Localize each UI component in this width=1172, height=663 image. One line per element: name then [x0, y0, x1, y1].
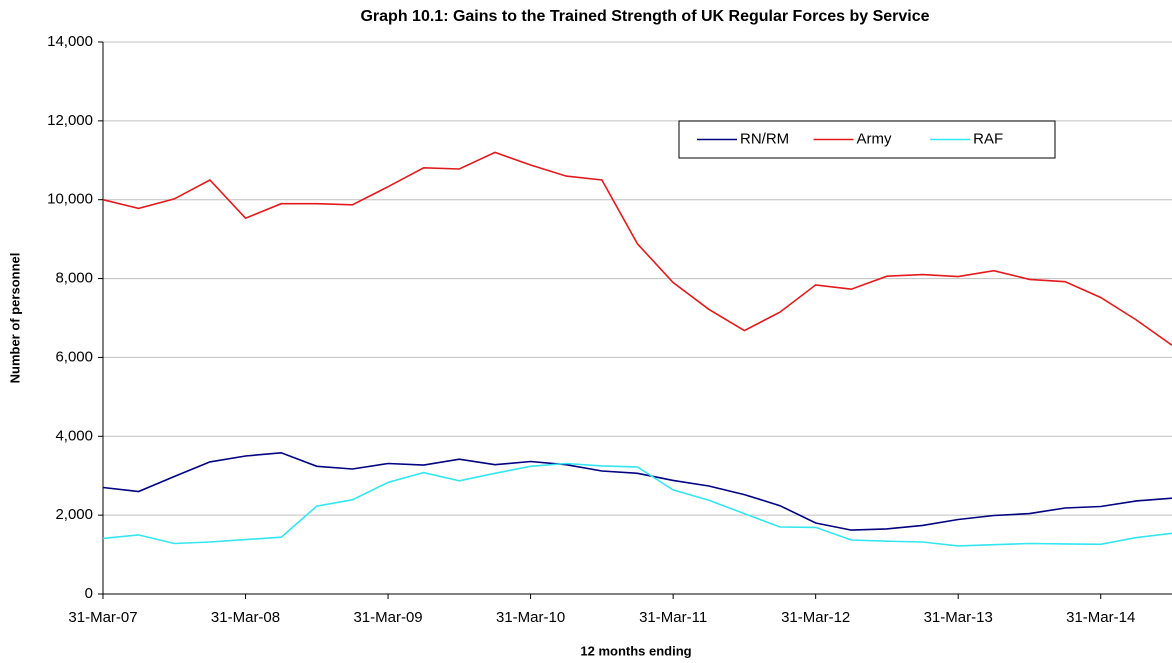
series-line: [102, 151, 1172, 346]
x-tick-label: 31-Mar-12: [781, 609, 850, 626]
x-tick-label: 31-Mar-09: [353, 609, 422, 626]
y-tick-label: 10,000: [47, 191, 93, 208]
legend-box: [678, 120, 1056, 159]
x-tick-label: 31-Mar-14: [1066, 609, 1135, 626]
y-tick-label: 4,000: [55, 427, 93, 444]
legend-label: RN/RM: [740, 130, 789, 147]
x-tick-label: 31-Mar-13: [924, 609, 993, 626]
legend-label: RAF: [973, 130, 1003, 147]
x-tick-label: 31-Mar-11: [639, 609, 707, 626]
y-tick-label: 0: [85, 585, 93, 602]
x-tick-label: 31-Mar-08: [211, 609, 280, 626]
x-tick-label: 31-Mar-07: [68, 609, 137, 626]
y-tick-label: 12,000: [47, 112, 93, 129]
chart-title: Graph 10.1: Gains to the Trained Strengt…: [360, 8, 929, 25]
series-line: [102, 451, 1172, 531]
y-axis-label: Number of personnel: [7, 253, 22, 384]
x-tick-label: 31-Mar-10: [496, 609, 565, 626]
series-line: [102, 462, 1172, 547]
legend-label: Army: [857, 130, 892, 147]
y-tick-label: 14,000: [47, 33, 93, 50]
x-axis-label: 12 months ending: [580, 643, 691, 658]
y-tick-label: 2,000: [55, 506, 93, 523]
y-tick-label: 6,000: [55, 348, 93, 365]
y-tick-label: 8,000: [55, 270, 93, 287]
